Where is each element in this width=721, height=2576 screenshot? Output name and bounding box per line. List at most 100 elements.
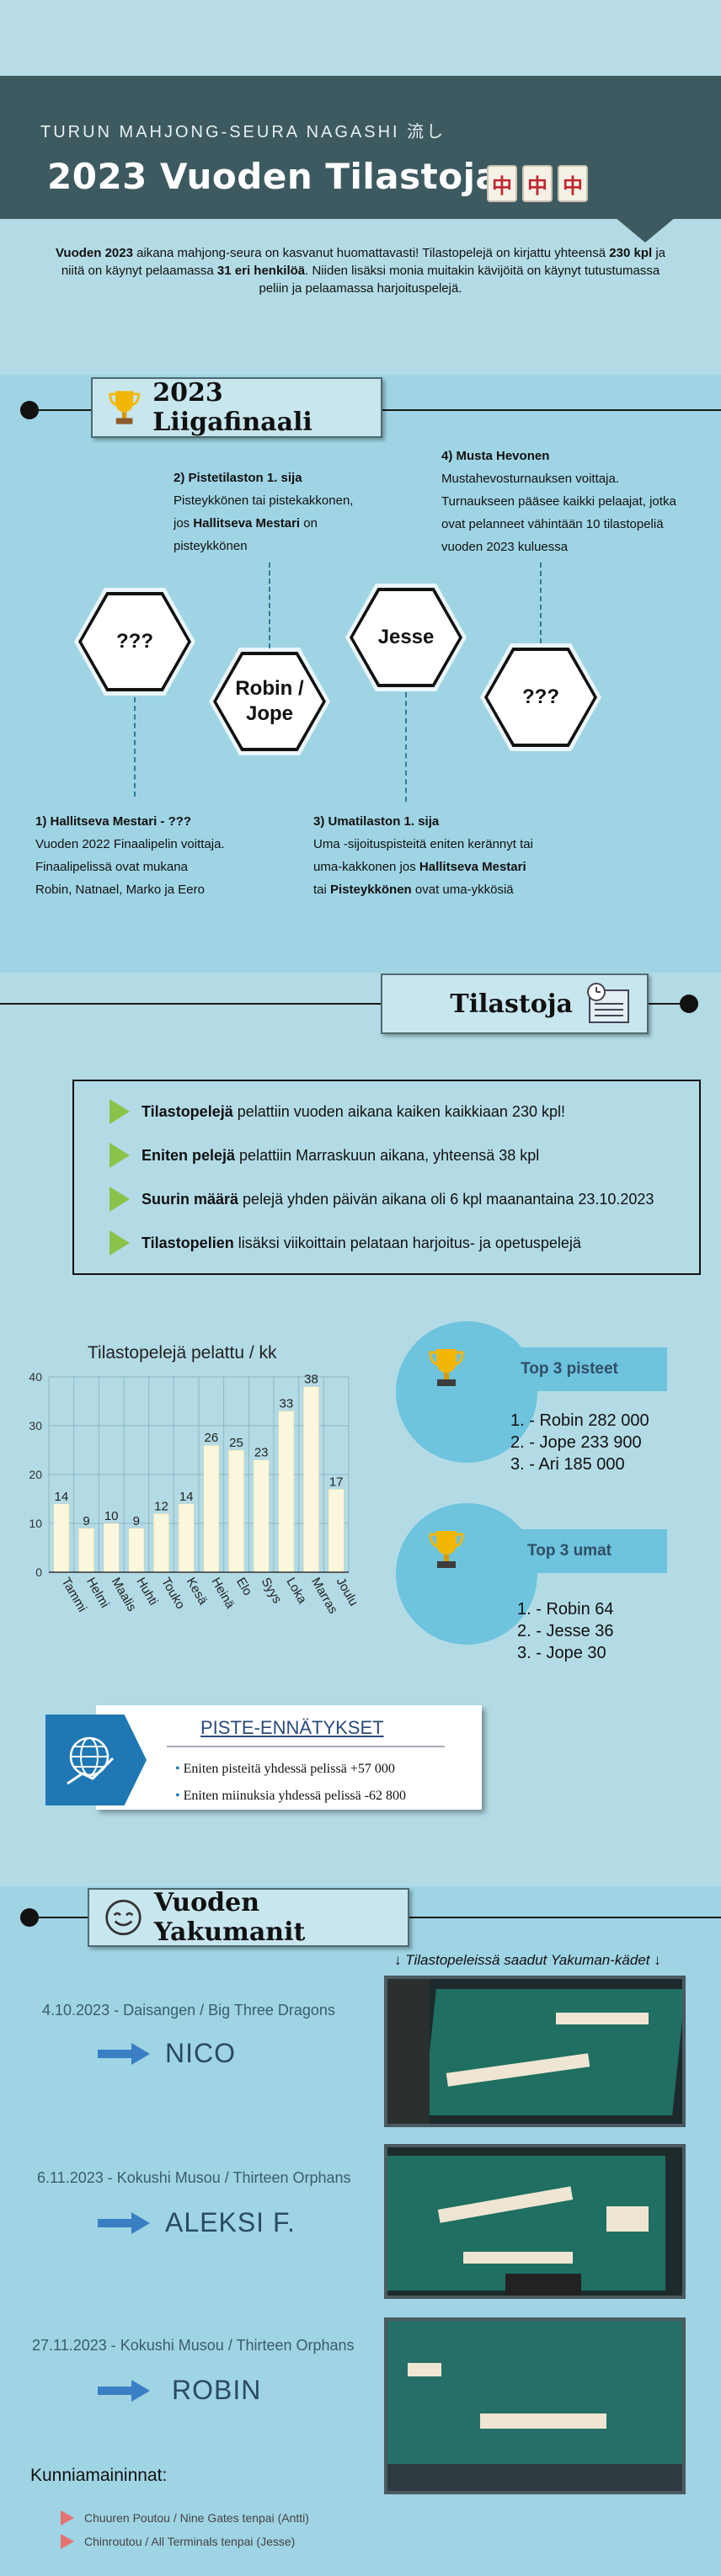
list-item: 2. - Jesse 36 bbox=[517, 1622, 614, 1640]
chart-bar bbox=[228, 1449, 244, 1573]
records-divider bbox=[167, 1746, 445, 1747]
globe-chart-icon bbox=[67, 1736, 115, 1785]
yakuman-player: NICO bbox=[165, 2038, 236, 2068]
chart-bar bbox=[178, 1503, 195, 1573]
chart-bar bbox=[78, 1528, 94, 1573]
stat-bold: Tilastopelien bbox=[142, 1234, 234, 1251]
list-item: 1. - Robin 64 bbox=[517, 1600, 614, 1619]
connector-line bbox=[134, 697, 136, 797]
stats-sheet-icon bbox=[587, 983, 629, 1023]
arrow-right-icon bbox=[98, 2212, 150, 2234]
trophy-icon bbox=[429, 1531, 464, 1568]
chart-data-label: 12 bbox=[154, 1499, 168, 1513]
records-list: • Eniten pisteitä yhdessä pelissä +57 00… bbox=[175, 1756, 406, 1810]
liiga-rule-2: 2) Pistetilaston 1. sija Pisteykkönen ta… bbox=[174, 467, 353, 557]
chart-bar bbox=[278, 1411, 295, 1573]
yakuman-title: Vuoden Yakumanit bbox=[153, 1888, 306, 1947]
red-dragon-tile-icon: 中 bbox=[522, 165, 553, 202]
connector-line bbox=[540, 563, 542, 643]
chart-bar bbox=[103, 1523, 120, 1573]
rule-title: 1) Hallitseva Mestari - ??? bbox=[35, 814, 192, 829]
stat-bold: Eniten pelejä bbox=[142, 1146, 236, 1164]
honorable-list: Chuuren Poutou / Nine Gates tenpai (Antt… bbox=[61, 2506, 309, 2553]
list-item: Chinroutou / All Terminals tenpai (Jesse… bbox=[61, 2530, 309, 2553]
stat-bold: Tilastopelejä bbox=[142, 1102, 233, 1120]
list-item: Chuuren Poutou / Nine Gates tenpai (Antt… bbox=[61, 2506, 309, 2530]
chart-x-tick-label: Loka bbox=[283, 1576, 309, 1607]
top-points-list: 1. - Robin 282 000 2. - Jope 233 900 3. … bbox=[510, 1410, 649, 1475]
yakuman-caption: ↓ Tilastopeleissä saadut Yakuman-kädet ↓ bbox=[394, 1952, 661, 1968]
red-dragon-tile-icon: 中 bbox=[558, 165, 588, 202]
yakuman-player: ALEKSI F. bbox=[165, 2207, 296, 2237]
chart-data-label: 14 bbox=[54, 1490, 68, 1504]
chart-y-tick-label: 20 bbox=[29, 1468, 42, 1481]
rule-title: 2) Pistetilaston 1. sija bbox=[174, 471, 302, 485]
liiga-rule-4: 4) Musta Hevonen Mustahevosturnauksen vo… bbox=[441, 445, 676, 558]
list-item: 3. - Jope 30 bbox=[517, 1644, 606, 1662]
section-line bbox=[0, 1003, 691, 1005]
rule-span: on bbox=[300, 516, 318, 531]
chart-x-tick-label: Syys bbox=[259, 1576, 285, 1607]
liiga-title: 2023 Liigafinaali bbox=[152, 378, 312, 437]
honorable-text: Chinroutou / All Terminals tenpai (Jesse… bbox=[84, 2535, 296, 2548]
intro-span: ja niitä on käynyt pelaamassa bbox=[61, 246, 666, 278]
arrow-right-icon bbox=[98, 2380, 150, 2402]
arrow-right-icon bbox=[98, 2043, 150, 2065]
green-triangle-icon bbox=[109, 1230, 130, 1256]
rule-title: 3) Umatilaston 1. sija bbox=[313, 814, 440, 829]
chart-data-label: 33 bbox=[279, 1397, 293, 1411]
rule-span: uma-kakkonen jos bbox=[313, 860, 419, 874]
rule-line: vuoden 2023 kuluessa bbox=[441, 540, 569, 554]
header-banner bbox=[0, 76, 721, 219]
chart-bar bbox=[203, 1444, 220, 1573]
list-item: 2. - Jope 233 900 bbox=[510, 1433, 642, 1452]
hex-points-label: Robin / Jope bbox=[216, 655, 323, 748]
hex-uma-label: Jesse bbox=[353, 591, 459, 684]
rule-line: Turnaukseen pääsee kaikki pelaajat, jotk… bbox=[441, 494, 676, 509]
intro-text: Vuoden 2023 aikana mahjong-seura on kasv… bbox=[51, 244, 670, 297]
rule-bold: Hallitseva Mestari bbox=[419, 860, 526, 874]
rule-line: ovat pelanneet vähintään 10 tilastopeliä bbox=[441, 517, 664, 531]
chart-data-label: 38 bbox=[304, 1373, 318, 1387]
chart-bar bbox=[53, 1503, 70, 1573]
records-title: PISTE-ENNÄTYKSET bbox=[200, 1717, 384, 1738]
record-item: • Eniten miinuksia yhdessä pelissä -62 8… bbox=[175, 1789, 407, 1803]
chart-data-label: 26 bbox=[204, 1431, 218, 1445]
trophy-icon bbox=[109, 391, 140, 424]
chart-bar bbox=[153, 1513, 169, 1573]
stat-text: pelattiin Marraskuun aikana, yhteensä 38… bbox=[235, 1146, 540, 1164]
rule-line: Robin, Natnael, Marko ja Eero bbox=[35, 883, 205, 897]
red-dragon-tile-icon: 中 bbox=[487, 165, 517, 202]
chart-data-label: 25 bbox=[229, 1436, 243, 1450]
chart-bar bbox=[328, 1489, 344, 1573]
header-notch bbox=[615, 217, 676, 243]
record-item: • Eniten pisteitä yhdessä pelissä +57 00… bbox=[175, 1762, 395, 1776]
hex-champion-label: ??? bbox=[82, 595, 188, 688]
stat-row: Tilastopelien lisäksi viikoittain pelata… bbox=[109, 1221, 699, 1265]
chart-bar bbox=[128, 1528, 145, 1573]
yakuman-photo bbox=[384, 2144, 686, 2299]
chart-data-label: 9 bbox=[133, 1514, 140, 1528]
record-text: Eniten pisteitä yhdessä pelissä +57 000 bbox=[183, 1762, 395, 1776]
rule-span: jos bbox=[174, 516, 194, 531]
records-box: PISTE-ENNÄTYKSET • Eniten pisteitä yhdes… bbox=[96, 1705, 482, 1810]
chart-x-tick-label: Elo bbox=[233, 1576, 255, 1598]
rule-line: Pisteykkönen tai pistekakkonen, bbox=[174, 493, 354, 508]
green-triangle-icon bbox=[109, 1143, 130, 1168]
pink-triangle-icon bbox=[61, 2510, 74, 2525]
intro-span: . Niiden lisäksi monia muitakin kävijöit… bbox=[259, 264, 660, 296]
rule-title: 4) Musta Hevonen bbox=[441, 449, 550, 463]
yakuman-title-box: Vuoden Yakumanit bbox=[88, 1888, 409, 1947]
rule-span: ovat uma-ykkösiä bbox=[411, 883, 514, 897]
rule-line: jos Hallitseva Mestari on bbox=[174, 512, 353, 535]
stats-summary-box: Tilastopelejä pelattiin vuoden aikana ka… bbox=[72, 1080, 701, 1275]
rule-line: Vuoden 2022 Finaalipelin voittaja. bbox=[35, 837, 225, 851]
stat-row: Eniten pelejä pelattiin Marraskuun aikan… bbox=[109, 1133, 699, 1177]
chart-data-label: 9 bbox=[83, 1514, 89, 1528]
top-points-circle bbox=[396, 1321, 537, 1463]
rule-bold: Hallitseva Mestari bbox=[193, 516, 301, 531]
stat-bold: Suurin määrä bbox=[142, 1190, 239, 1208]
tilastot-title-box: Tilastoja bbox=[381, 973, 649, 1034]
rule-line: uma-kakkonen jos Hallitseva Mestari bbox=[313, 856, 533, 878]
stat-text: pelattiin vuoden aikana kaiken kaikkiaan… bbox=[232, 1102, 565, 1120]
